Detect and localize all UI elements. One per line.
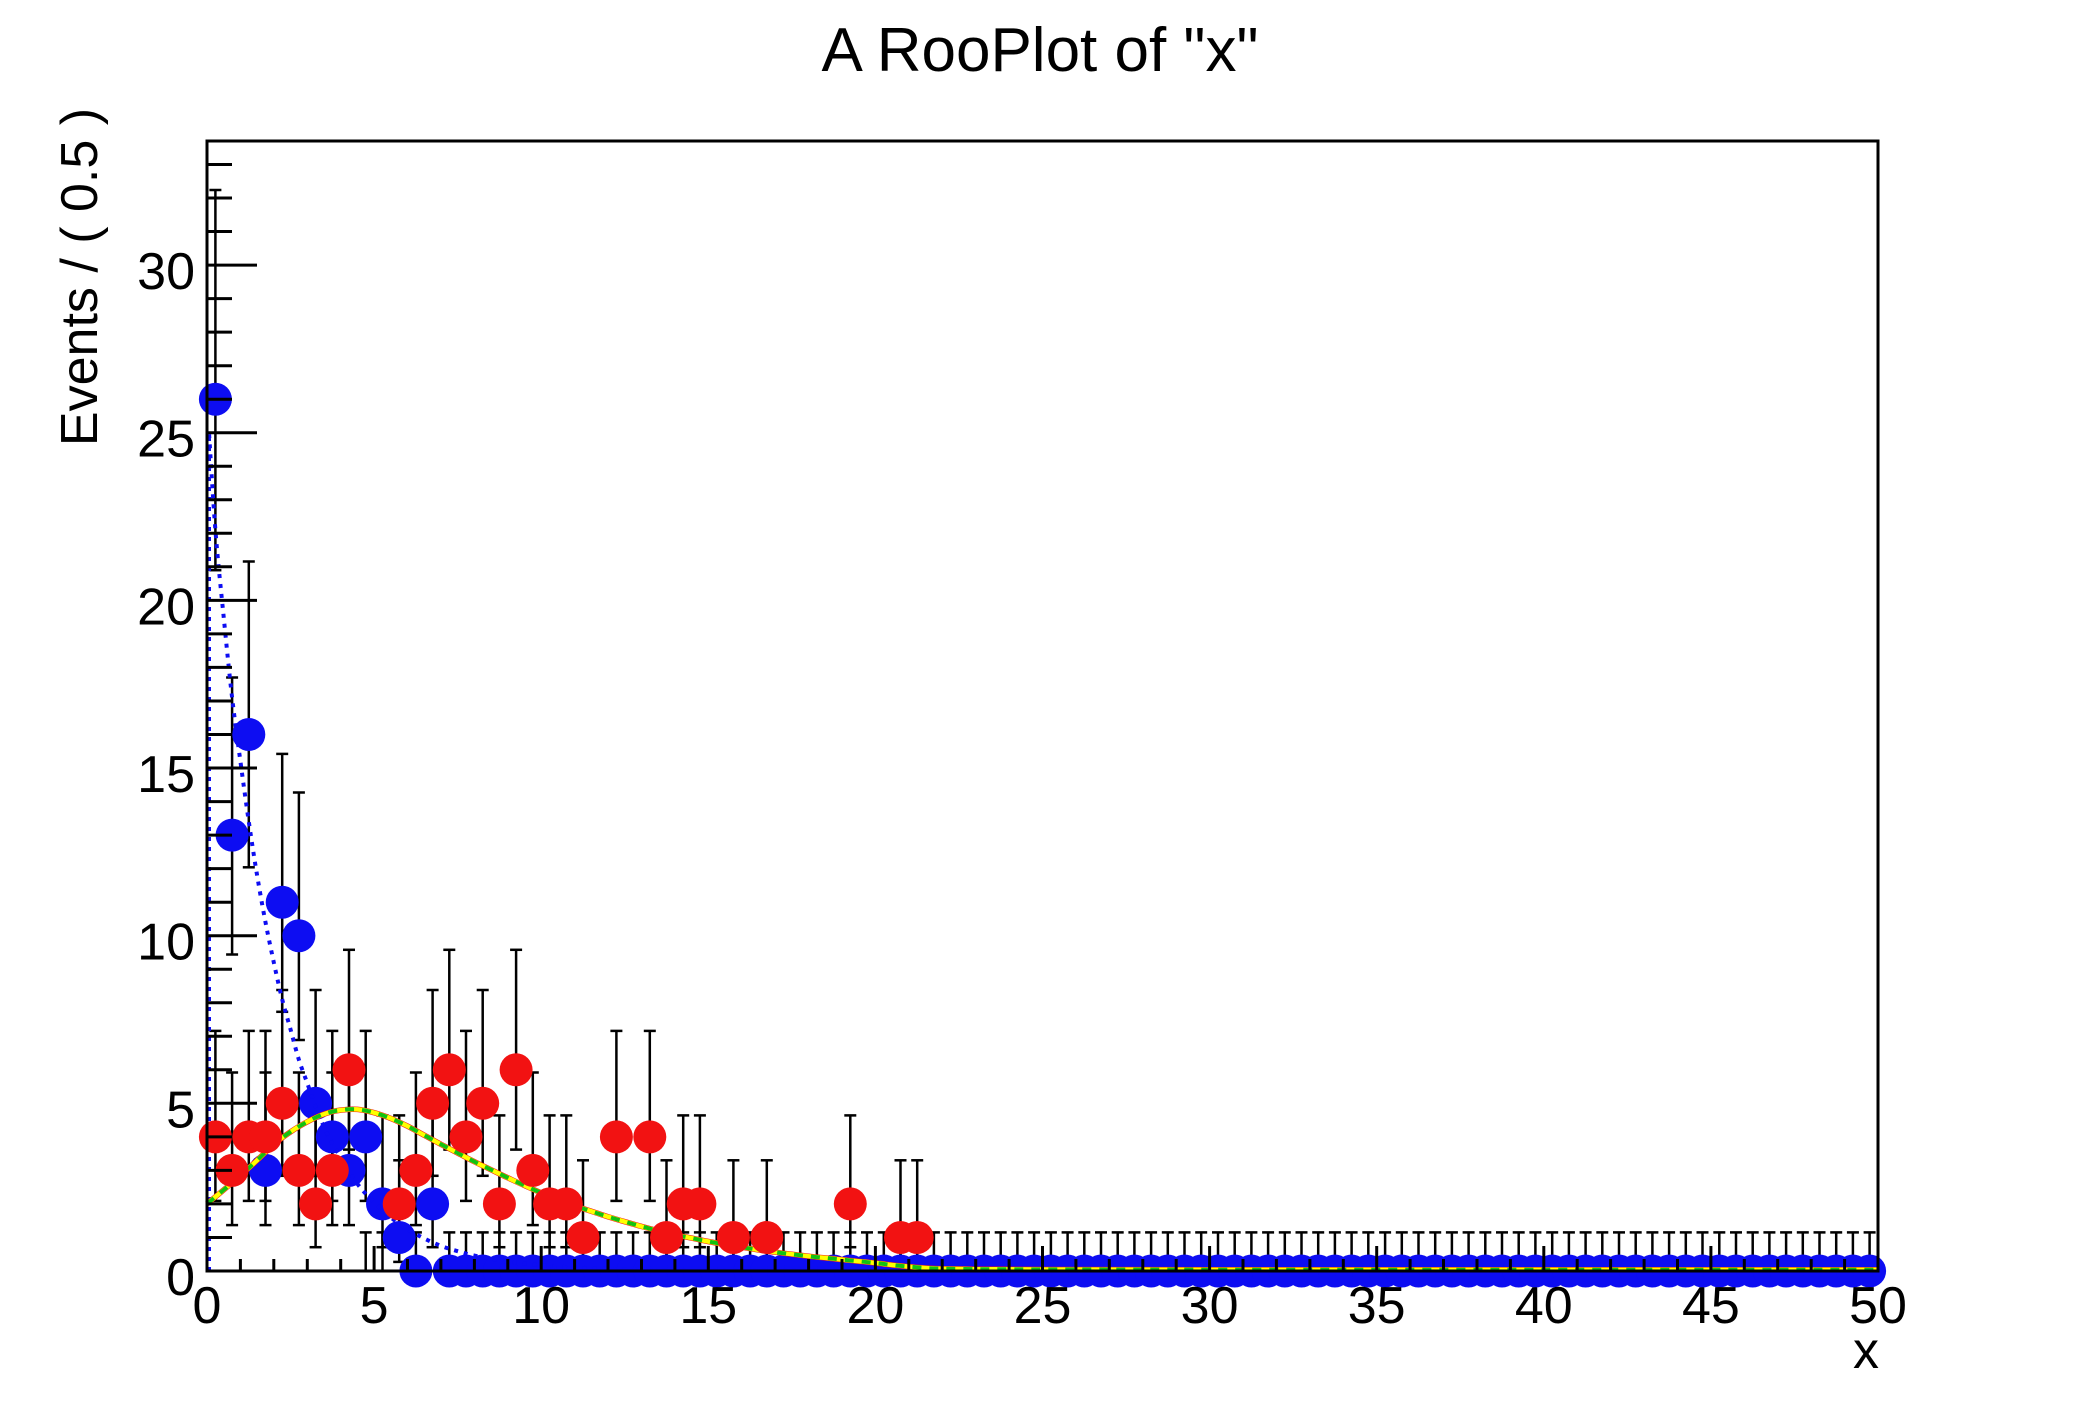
y-tick-label: 20 xyxy=(137,578,195,636)
x-tick-label: 35 xyxy=(1348,1277,1406,1335)
model-curve-model_green_component xyxy=(205,1107,1878,1272)
plot-frame xyxy=(205,139,1880,1273)
data-point-blue xyxy=(382,1221,416,1254)
y-tick-label: 10 xyxy=(137,914,195,972)
data-point-blue xyxy=(232,718,266,751)
data-point-red xyxy=(499,1053,533,1087)
y-tick-label: 15 xyxy=(137,746,195,804)
data-point-red xyxy=(466,1086,500,1120)
data-point-blue xyxy=(416,1187,450,1221)
data-point-red xyxy=(750,1221,784,1254)
x-tick-label: 25 xyxy=(1014,1277,1072,1335)
data-point-blue xyxy=(315,1120,349,1154)
data-point-red xyxy=(399,1153,433,1187)
y-tick-label: 5 xyxy=(166,1081,195,1139)
data-point-red xyxy=(683,1187,717,1221)
x-tick-label: 20 xyxy=(846,1277,904,1335)
x-tick-label: 30 xyxy=(1181,1277,1239,1335)
y-tick-label: 0 xyxy=(166,1249,195,1307)
data-point-red xyxy=(566,1221,600,1254)
data-point-red xyxy=(449,1120,483,1154)
data-point-red xyxy=(716,1221,750,1254)
data-point-red xyxy=(416,1086,450,1120)
data-point-red xyxy=(249,1120,282,1154)
data-point-blue xyxy=(282,919,316,953)
data-point-red xyxy=(282,1153,316,1187)
x-tick-label: 0 xyxy=(193,1277,222,1335)
error-bars-layer xyxy=(207,188,1876,1271)
data-point-red xyxy=(833,1187,867,1221)
x-tick-label: 15 xyxy=(679,1277,737,1335)
data-point-red xyxy=(215,1153,249,1187)
data-point-red xyxy=(549,1187,583,1221)
data-point-red xyxy=(265,1086,299,1120)
axes-frame-layer: 0 5 10 15 20 25 30 35 40 45 50 0 5 10 15 20 25 30 xyxy=(137,139,1907,1335)
x-tick-label: 40 xyxy=(1515,1277,1573,1335)
y-tick-label: 30 xyxy=(137,243,195,301)
data-point-red xyxy=(432,1053,466,1087)
data-point-red xyxy=(516,1153,550,1187)
x-tick-label: 5 xyxy=(360,1277,389,1335)
red-dataset-points xyxy=(198,1053,934,1254)
data-point-red xyxy=(382,1187,416,1221)
data-point-red xyxy=(900,1221,934,1254)
data-point-blue xyxy=(249,1153,282,1187)
x-tick-label: 50 xyxy=(1849,1277,1907,1335)
data-point-blue xyxy=(215,818,249,852)
x-tick-label: 10 xyxy=(512,1277,570,1335)
x-tick-label: 45 xyxy=(1682,1277,1740,1335)
data-point-blue xyxy=(265,885,299,919)
data-point-red xyxy=(332,1053,366,1087)
data-point-red xyxy=(482,1187,516,1221)
chart-title: A RooPlot of "x" xyxy=(822,16,1259,85)
data-point-red xyxy=(299,1187,333,1221)
data-point-red xyxy=(650,1221,683,1254)
y-tick-label: 25 xyxy=(137,411,195,469)
x-axis-title: x xyxy=(1853,1322,1879,1380)
data-point-red xyxy=(599,1120,633,1154)
data-point-red xyxy=(633,1120,667,1154)
y-axis-title: Events / ( 0.5 ) xyxy=(51,108,109,446)
data-point-blue xyxy=(349,1120,383,1154)
data-point-red xyxy=(315,1153,349,1187)
